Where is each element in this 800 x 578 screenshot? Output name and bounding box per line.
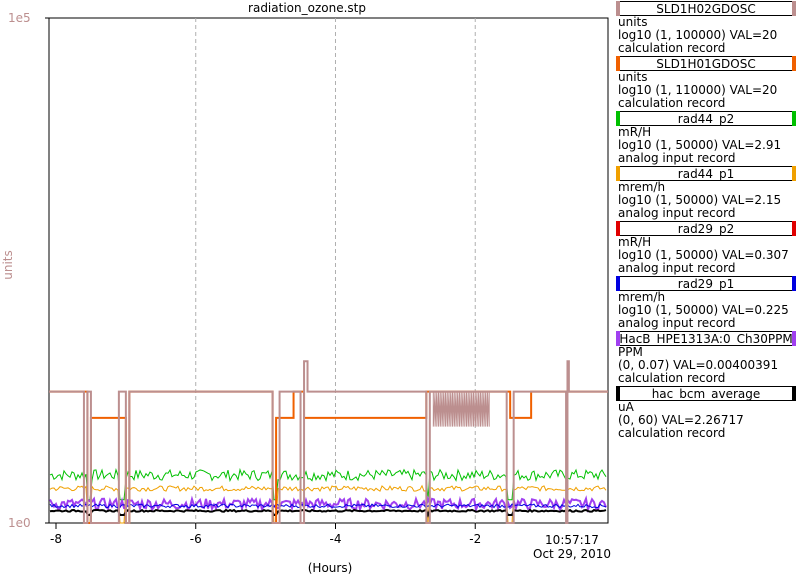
- legend-range: log10 (1, 50000) VAL=2.15: [618, 193, 782, 207]
- legend-color-swatch: [616, 166, 620, 181]
- legend-units: units: [618, 15, 648, 29]
- legend-color-swatch: [792, 111, 796, 126]
- legend-entry[interactable]: HacB_HPE1313A:0_Ch30PPM PPM (0, 0.07) VAL=…: [614, 331, 800, 385]
- legend-record-type: calculation record: [618, 371, 726, 385]
- legend-color-swatch: [792, 56, 796, 71]
- legend-entry[interactable]: rad29_p1 mrem/h log10 (1, 50000) VAL=0.225…: [614, 276, 800, 330]
- legend-series-name[interactable]: rad44_p2: [616, 111, 796, 126]
- legend-range: log10 (1, 110000) VAL=20: [618, 83, 778, 97]
- legend-units: units: [618, 70, 648, 84]
- legend-color-swatch: [792, 221, 796, 236]
- x-end-time: 10:57:17: [545, 533, 599, 547]
- legend-color-swatch: [616, 221, 620, 236]
- legend: SLD1H02GDOSC units log10 (1, 100000) VAL=2…: [614, 0, 800, 440]
- legend-entry[interactable]: SLD1H02GDOSC units log10 (1, 100000) VAL=2…: [614, 1, 800, 55]
- series-sld1h02-block: [432, 391, 490, 427]
- legend-range: log10 (1, 50000) VAL=0.225: [618, 303, 789, 317]
- legend-range: (0, 60) VAL=2.26717: [618, 413, 744, 427]
- y-tick-label: 1e0: [8, 516, 31, 530]
- plot-frame: [48, 17, 609, 524]
- y-tick-label: 1e5: [8, 11, 31, 25]
- legend-range: log10 (1, 50000) VAL=2.91: [618, 138, 782, 152]
- legend-series-name[interactable]: HacB_HPE1313A:0_Ch30PPM: [616, 331, 796, 346]
- legend-units: PPM: [618, 345, 643, 359]
- legend-entry[interactable]: rad29_p2 mR/H log10 (1, 50000) VAL=0.307 an…: [614, 221, 800, 275]
- legend-record-type: calculation record: [618, 426, 726, 440]
- series-sld1h02-line: [49, 360, 608, 524]
- legend-range: (0, 0.07) VAL=0.00400391: [618, 358, 779, 372]
- legend-color-swatch: [616, 276, 620, 291]
- legend-units: mrem/h: [618, 180, 666, 194]
- x-tick-label: -4: [330, 532, 342, 546]
- legend-color-swatch: [616, 1, 620, 16]
- x-tick-label: -6: [190, 532, 202, 546]
- legend-series-name[interactable]: SLD1H02GDOSC: [616, 1, 796, 16]
- legend-color-swatch: [792, 386, 796, 401]
- legend-series-name[interactable]: SLD1H01GDOSC: [616, 56, 796, 71]
- legend-record-type: analog input record: [618, 261, 736, 275]
- legend-color-swatch: [792, 276, 796, 291]
- legend-units: mrem/h: [618, 290, 666, 304]
- legend-series-name[interactable]: hac_bcm_average: [616, 386, 796, 401]
- legend-color-swatch: [792, 166, 796, 181]
- x-end-date: Oct 29, 2010: [533, 547, 611, 561]
- x-axis-label: (Hours): [308, 561, 353, 575]
- legend-units: mR/H: [618, 125, 652, 139]
- legend-entry[interactable]: rad44_p1 mrem/h log10 (1, 50000) VAL=2.15 a…: [614, 166, 800, 220]
- legend-color-swatch: [616, 111, 620, 126]
- legend-entry[interactable]: hac_bcm_average uA (0, 60) VAL=2.26717 calc…: [614, 386, 800, 440]
- y-axis-label: units: [1, 250, 15, 280]
- legend-units: uA: [618, 400, 634, 414]
- legend-entry[interactable]: SLD1H01GDOSC units log10 (1, 110000) VAL=2…: [614, 56, 800, 110]
- chart-title: radiation_ozone.stp: [248, 1, 366, 15]
- legend-range: log10 (1, 50000) VAL=0.307: [618, 248, 789, 262]
- legend-record-type: analog input record: [618, 206, 736, 220]
- legend-color-swatch: [616, 386, 620, 401]
- legend-color-swatch: [616, 331, 620, 346]
- legend-range: log10 (1, 100000) VAL=20: [618, 28, 778, 42]
- legend-record-type: calculation record: [618, 96, 726, 110]
- legend-units: mR/H: [618, 235, 652, 249]
- legend-series-name[interactable]: rad29_p2: [616, 221, 796, 236]
- legend-entry[interactable]: rad44_p2 mR/H log10 (1, 50000) VAL=2.91 ana…: [614, 111, 800, 165]
- legend-series-name[interactable]: rad44_p1: [616, 166, 796, 181]
- legend-record-type: analog input record: [618, 151, 736, 165]
- legend-color-swatch: [616, 56, 620, 71]
- x-tick-label: -2: [469, 532, 481, 546]
- legend-color-swatch: [792, 331, 796, 346]
- legend-color-swatch: [792, 1, 796, 16]
- legend-record-type: analog input record: [618, 316, 736, 330]
- x-tick-label: -8: [50, 532, 62, 546]
- legend-series-name[interactable]: rad29_p1: [616, 276, 796, 291]
- legend-record-type: calculation record: [618, 41, 726, 55]
